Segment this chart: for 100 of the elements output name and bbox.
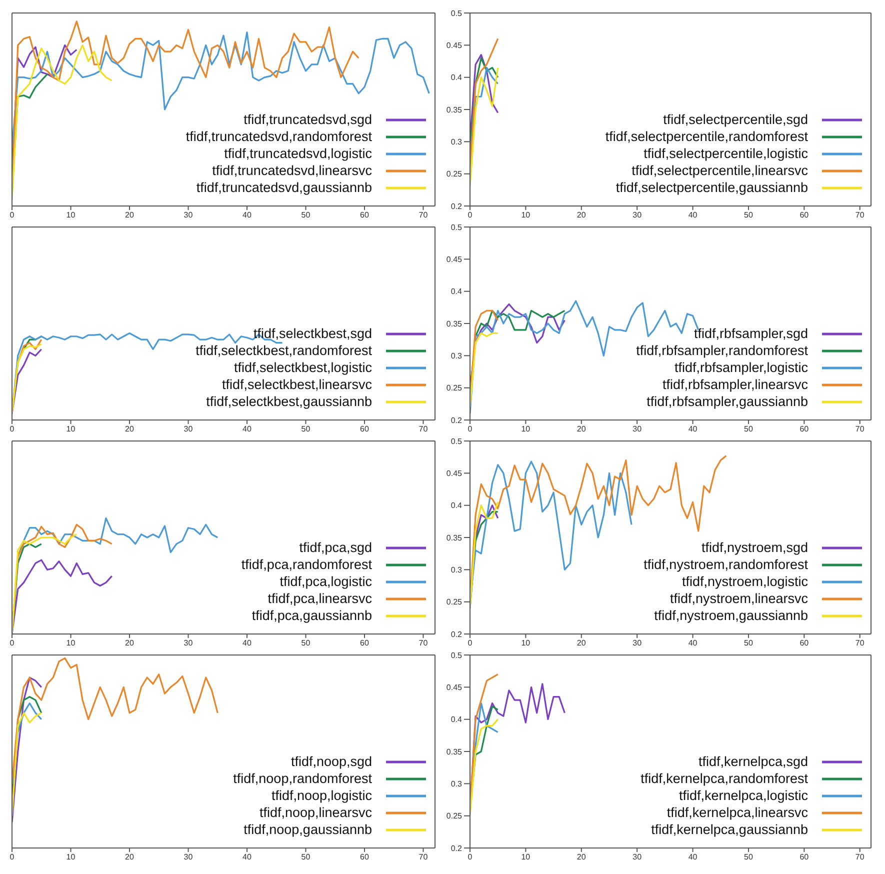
x-tick-label: 30	[184, 638, 194, 648]
x-tick-label: 60	[800, 210, 810, 220]
x-tick-label: 20	[576, 424, 586, 434]
y-tick-label: 0.35	[446, 319, 463, 328]
x-tick-label: 20	[125, 852, 134, 862]
x-tick-label: 30	[632, 210, 642, 220]
y-tick-label: 0.25	[446, 170, 463, 179]
x-tick-label: 70	[418, 638, 428, 648]
x-tick-label: 50	[744, 424, 754, 434]
legend-label: tfidf,rbfsampler,gaussiannb	[646, 393, 808, 410]
legend-label: tfidf,nystroem,linearsvc	[670, 590, 808, 607]
legend-label: tfidf,rbfsampler,randomforest	[636, 342, 808, 359]
legend-label: tfidf,noop,sgd	[290, 753, 372, 770]
x-tick-label: 10	[66, 852, 76, 862]
y-tick-label: 0.5	[450, 222, 463, 232]
y-tick-label: 0.3	[450, 138, 463, 147]
y-tick-label: 0.35	[446, 105, 463, 114]
y-tick-label: 0.35	[446, 533, 463, 542]
x-tick-label: 40	[242, 210, 252, 220]
legend-label: tfidf,kernelpca,linearsvc	[666, 804, 808, 821]
x-tick-label: 40	[242, 424, 252, 434]
y-tick-label: 0.4	[450, 715, 463, 724]
y-tick-label: 0.45	[446, 469, 463, 478]
legend-label: tfidf,rbfsampler,sgd	[694, 325, 808, 342]
x-tick-label: 70	[418, 210, 428, 220]
x-tick-label: 20	[576, 638, 586, 648]
y-tick-label: 0.25	[446, 598, 463, 607]
x-tick-label: 30	[632, 424, 642, 434]
legend-label: tfidf,kernelpca,logistic	[678, 787, 808, 804]
x-tick-label: 0	[468, 210, 473, 220]
x-tick-label: 20	[125, 638, 134, 648]
x-tick-label: 70	[855, 210, 865, 220]
x-tick-label: 0	[468, 638, 473, 648]
x-tick-label: 50	[301, 638, 311, 648]
y-tick-label: 0.4	[450, 501, 463, 510]
x-tick-label: 70	[855, 638, 865, 648]
legend-label: tfidf,rbfsampler,logistic	[674, 359, 808, 376]
x-tick-label: 40	[688, 638, 698, 648]
legend-label: tfidf,truncatedsvd,linearsvc	[212, 162, 372, 179]
legend-label: tfidf,kernelpca,sgd	[698, 753, 808, 770]
legend-label: tfidf,selectkbest,randomforest	[196, 342, 372, 359]
x-tick-label: 70	[418, 424, 428, 434]
legend-label: tfidf,nystroem,sgd	[701, 539, 808, 556]
x-tick-label: 20	[576, 210, 586, 220]
y-tick-label: 0.3	[450, 352, 463, 361]
x-tick-label: 0	[10, 424, 15, 434]
x-tick-label: 10	[66, 210, 76, 220]
y-tick-label: 0.45	[446, 41, 463, 50]
legend-label: tfidf,noop,logistic	[271, 787, 372, 804]
y-tick-label: 0.4	[450, 73, 463, 82]
x-tick-label: 0	[10, 210, 15, 220]
x-tick-label: 20	[125, 210, 134, 220]
x-tick-label: 50	[301, 424, 311, 434]
y-tick-label: 0.25	[446, 812, 463, 821]
legend-label: tfidf,nystroem,gaussiannb	[654, 607, 808, 624]
legend-label: tfidf,truncatedsvd,logistic	[224, 145, 372, 162]
legend-label: tfidf,noop,gaussiannb	[244, 821, 372, 838]
x-tick-label: 50	[744, 852, 754, 862]
legend-label: tfidf,selectpercentile,gaussiannb	[616, 179, 808, 196]
x-tick-label: 0	[468, 852, 473, 862]
legend-label: tfidf,truncatedsvd,randomforest	[186, 128, 372, 145]
x-tick-label: 40	[688, 852, 698, 862]
x-tick-label: 20	[125, 424, 134, 434]
legend-label: tfidf,selectpercentile,logistic	[644, 145, 808, 162]
legend-label: tfidf,nystroem,randomforest	[644, 556, 808, 573]
x-tick-label: 40	[688, 210, 698, 220]
legend-label: tfidf,pca,randomforest	[241, 556, 372, 573]
x-tick-label: 0	[10, 638, 15, 648]
legend-label: tfidf,pca,linearsvc	[268, 590, 372, 607]
legend-label: tfidf,rbfsampler,linearsvc	[662, 376, 808, 393]
y-tick-label: 0.5	[450, 650, 463, 660]
x-tick-label: 50	[744, 638, 754, 648]
legend-label: tfidf,selectkbest,logistic	[234, 359, 372, 376]
x-tick-label: 30	[632, 638, 642, 648]
y-tick-label: 0.4	[450, 287, 463, 296]
line-series	[470, 66, 499, 188]
legend-label: tfidf,noop,randomforest	[233, 770, 372, 787]
legend-label: tfidf,selectpercentile,randomforest	[605, 128, 808, 145]
y-tick-label: 0.45	[446, 683, 463, 692]
legend-label: tfidf,truncatedsvd,sgd	[244, 111, 372, 128]
legend-label: tfidf,nystroem,logistic	[682, 573, 808, 590]
x-tick-label: 70	[418, 852, 428, 862]
x-tick-label: 10	[66, 638, 76, 648]
x-tick-label: 60	[800, 638, 810, 648]
line-series	[470, 332, 499, 408]
x-tick-label: 30	[632, 852, 642, 862]
x-tick-label: 10	[521, 638, 531, 648]
x-tick-label: 10	[521, 852, 531, 862]
x-tick-label: 50	[744, 210, 754, 220]
x-tick-label: 0	[468, 424, 473, 434]
legend-label: tfidf,kernelpca,gaussiannb	[651, 821, 808, 838]
x-tick-label: 60	[360, 852, 370, 862]
x-tick-label: 10	[66, 424, 76, 434]
legend-label: tfidf,selectkbest,sgd	[253, 325, 372, 342]
x-tick-label: 70	[855, 852, 865, 862]
x-tick-label: 60	[800, 424, 810, 434]
legend-label: tfidf,noop,linearsvc	[259, 804, 372, 821]
legend-label: tfidf,selectkbest,gaussiannb	[206, 393, 372, 410]
x-tick-label: 40	[242, 852, 252, 862]
y-tick-label: 0.2	[450, 416, 463, 425]
